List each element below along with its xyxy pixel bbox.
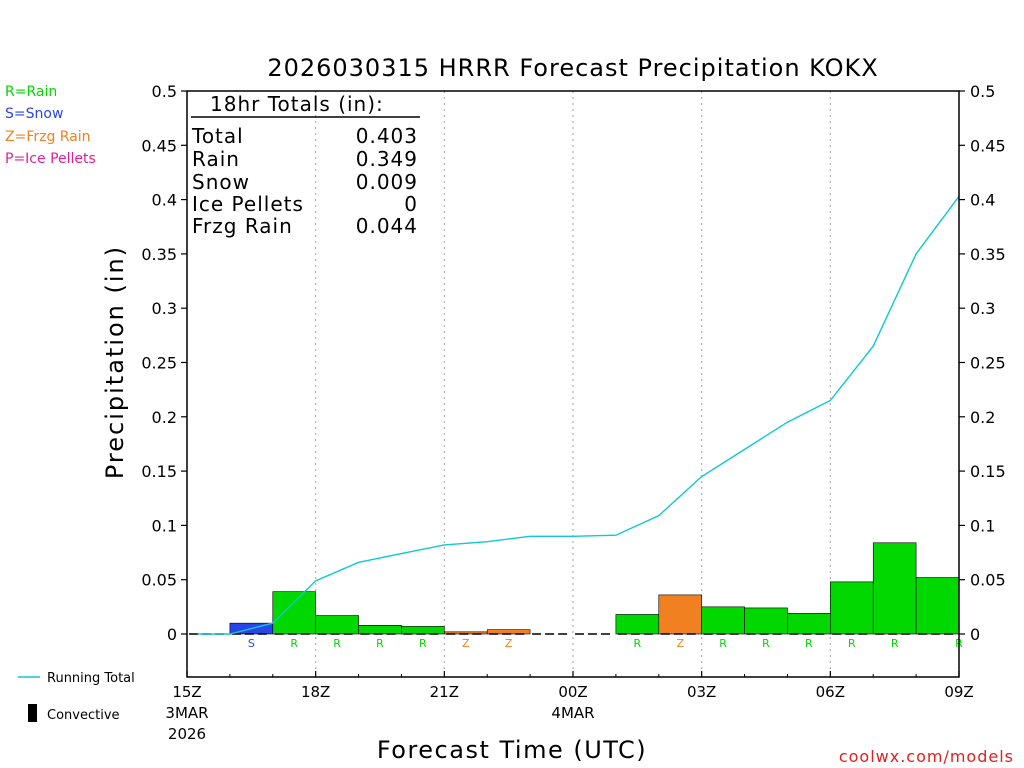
y-tick-label-left-10: 0.5 — [152, 82, 177, 101]
type-label-15: R — [848, 637, 856, 650]
y-tick-label-left-2: 0.1 — [152, 516, 177, 535]
totals-heading: 18hr Totals (in): — [210, 92, 384, 116]
precip-bar-10 — [615, 614, 660, 635]
x-tick-label-3: 00Z — [558, 683, 587, 701]
y-tick-label-left-4: 0.2 — [152, 408, 177, 427]
vertical-grid — [315, 91, 831, 677]
y-tick-label-right-7: 0.35 — [970, 245, 1006, 264]
y-tick-label-left-6: 0.3 — [152, 299, 177, 318]
y-tick-label-right-10: 0.5 — [970, 82, 995, 101]
x-tick-label-4: 03Z — [687, 683, 716, 701]
x-tick-label-0: 15Z — [172, 683, 201, 701]
type-label-16: R — [891, 637, 899, 650]
y-tick-label-left-8: 0.4 — [152, 191, 177, 210]
precip-bar-5 — [401, 626, 445, 635]
running-total-series — [197, 195, 960, 635]
totals-value-rain: 0.349 — [356, 147, 418, 171]
type-label-3: R — [333, 637, 341, 650]
x-tick-label-5: 06Z — [816, 683, 845, 701]
y-tick-label-left-1: 0.05 — [141, 571, 177, 590]
type-label-11: Z — [676, 637, 684, 650]
type-label-6: Z — [462, 637, 470, 650]
precip-bar-3 — [315, 615, 359, 635]
type-label-7: Z — [505, 637, 513, 650]
totals-label-frzg-rain: Frzg Rain — [192, 214, 293, 238]
precip-bar-16 — [872, 542, 917, 635]
x-tick-label-2: 21Z — [430, 683, 459, 701]
running-total-line — [197, 195, 960, 635]
totals-label-snow: Snow — [192, 170, 250, 194]
y-tick-label-right-1: 0.05 — [970, 571, 1006, 590]
y-tick-label-left-9: 0.45 — [141, 136, 177, 155]
type-label-10: R — [634, 637, 642, 650]
y-axis-label: Precipitation (in) — [101, 245, 129, 479]
y-tick-label-left-0: 0 — [167, 625, 177, 644]
type-label-1: S — [248, 637, 255, 650]
x-axis-label: Forecast Time (UTC) — [377, 736, 647, 764]
convective-legend-swatch — [28, 704, 37, 722]
totals-value-total: 0.403 — [356, 124, 418, 148]
y-tick-label-right-5: 0.25 — [970, 354, 1006, 373]
y-tick-label-right-6: 0.3 — [970, 299, 995, 318]
bottom-legend: Running Total Convective — [18, 671, 135, 723]
y-tick-label-right-0: 0 — [970, 625, 980, 644]
type-label-13: R — [762, 637, 770, 650]
precip-bar-13 — [744, 607, 788, 635]
running-total-legend-label: Running Total — [47, 671, 135, 686]
chart-title: 2026030315 HRRR Forecast Precipitation K… — [267, 54, 878, 82]
bar-series — [229, 542, 960, 635]
type-label-2: R — [290, 637, 298, 650]
totals-box: 18hr Totals (in): Total 0.403 Rain 0.349… — [191, 92, 420, 238]
x-axis: 15Z 3MAR 2026 18Z 21Z 00Z 4MAR 03Z 06Z 09Z — [165, 671, 974, 743]
y-tick-label-right-8: 0.4 — [970, 191, 995, 210]
precip-bar-12 — [701, 606, 745, 635]
x-tick-label-6: 09Z — [944, 683, 973, 701]
x-tick-label-1: 18Z — [301, 683, 330, 701]
type-label-14: R — [805, 637, 813, 650]
legend-ice-pellets: P=Ice Pellets — [5, 151, 96, 167]
x-tick-date-3: 4MAR — [551, 704, 594, 722]
credit-text: coolwx.com/models — [839, 747, 1014, 766]
precip-bar-2 — [272, 591, 316, 635]
y-tick-label-right-2: 0.1 — [970, 516, 995, 535]
totals-value-snow: 0.009 — [356, 170, 418, 194]
totals-label-rain: Rain — [192, 147, 240, 171]
totals-value-ice-pellets: 0 — [404, 192, 418, 216]
precip-bar-14 — [787, 613, 831, 635]
legend-frzg-rain: Z=Frzg Rain — [5, 129, 91, 145]
y-tick-label-right-3: 0.15 — [970, 462, 1006, 481]
totals-label-ice-pellets: Ice Pellets — [192, 192, 304, 216]
precip-bar-11 — [658, 594, 702, 635]
totals-label-total: Total — [191, 124, 244, 148]
y-axis: 0 0 0.05 0.05 0.1 0.1 0.15 0.15 0.2 0.2 0.25 0.25 0.… — [141, 82, 1005, 644]
legend-rain: R=Rain — [5, 84, 57, 100]
totals-value-frzg-rain: 0.044 — [356, 214, 418, 238]
y-tick-label-right-4: 0.2 — [970, 408, 995, 427]
y-tick-label-left-5: 0.25 — [141, 354, 177, 373]
type-label-12: R — [719, 637, 727, 650]
type-label-4: R — [376, 637, 384, 650]
y-tick-label-left-3: 0.15 — [141, 462, 177, 481]
type-legend: R=Rain S=Snow Z=Frzg Rain P=Ice Pellets — [5, 84, 96, 167]
precip-bar-4 — [358, 625, 402, 635]
x-tick-date-0: 3MAR — [165, 704, 208, 722]
precip-bar-17 — [915, 577, 960, 635]
legend-snow: S=Snow — [5, 106, 63, 122]
x-tick-year-0: 2026 — [168, 725, 206, 743]
precip-bar-15 — [830, 581, 874, 635]
convective-legend-label: Convective — [47, 708, 120, 723]
y-tick-label-right-9: 0.45 — [970, 136, 1006, 155]
y-tick-label-left-7: 0.35 — [141, 245, 177, 264]
type-label-5: R — [419, 637, 427, 650]
